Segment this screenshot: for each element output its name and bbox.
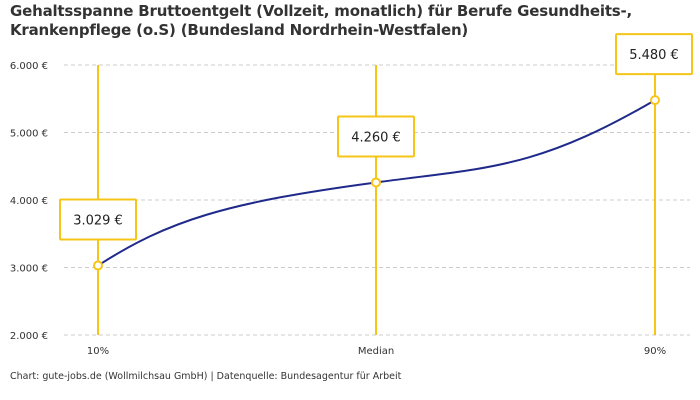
data-label: 3.029 € (73, 214, 123, 229)
chart-title: Gehaltsspanne Bruttoentgelt (Vollzeit, m… (10, 2, 633, 39)
y-tick-label: 6.000 € (10, 61, 48, 72)
data-label: 4.260 € (351, 130, 401, 145)
data-point (371, 177, 381, 188)
data-label-box (59, 198, 137, 241)
data-label-box (615, 33, 693, 76)
y-tick-label: 3.000 € (10, 264, 48, 275)
data-point (650, 95, 660, 106)
data-point (93, 260, 103, 271)
x-tick-label: 10% (87, 346, 109, 357)
y-tick-label: 4.000 € (10, 196, 48, 207)
data-label-box (337, 115, 415, 158)
chart-source: Chart: gute-jobs.de (Wollmilchsau GmbH) … (10, 371, 402, 382)
y-tick-label: 5.000 € (10, 129, 48, 140)
x-tick-label: Median (358, 346, 394, 357)
x-tick-label: 90% (644, 346, 666, 357)
y-tick-label: 2.000 € (10, 331, 48, 342)
data-label: 5.480 € (629, 48, 679, 63)
